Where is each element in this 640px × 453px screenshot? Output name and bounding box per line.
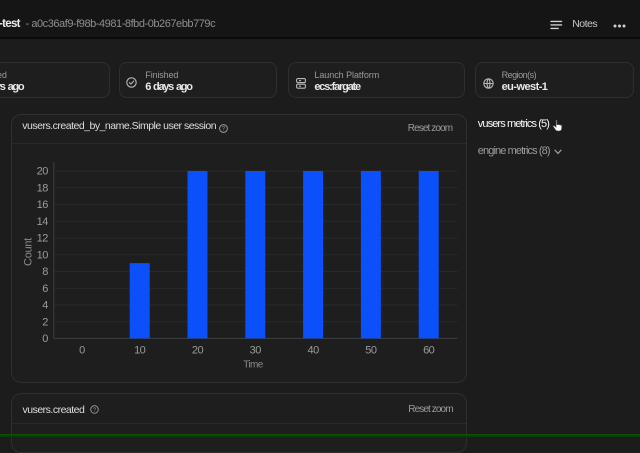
svg-text:10: 10 <box>134 345 146 357</box>
svg-text:6: 6 <box>42 283 48 295</box>
svg-text:Time: Time <box>243 360 263 371</box>
svg-text:4: 4 <box>42 300 48 312</box>
svg-text:2: 2 <box>42 316 48 328</box>
svg-text:?: ? <box>92 407 96 413</box>
svg-text:10: 10 <box>37 249 49 261</box>
svg-text:8: 8 <box>42 266 48 278</box>
svg-text:16: 16 <box>37 199 49 211</box>
svg-text:?: ? <box>222 125 226 132</box>
svg-text:12: 12 <box>37 233 49 245</box>
svg-text:18: 18 <box>37 182 49 194</box>
svg-text:Count: Count <box>23 238 35 266</box>
svg-text:20: 20 <box>37 166 49 178</box>
svg-text:14: 14 <box>37 216 49 228</box>
svg-text:30: 30 <box>250 345 262 357</box>
svg-text:50: 50 <box>365 345 377 357</box>
svg-text:0: 0 <box>42 333 48 345</box>
svg-text:20: 20 <box>192 345 204 357</box>
svg-text:60: 60 <box>423 345 435 357</box>
svg-text:40: 40 <box>307 345 319 357</box>
svg-text:0: 0 <box>79 345 85 357</box>
